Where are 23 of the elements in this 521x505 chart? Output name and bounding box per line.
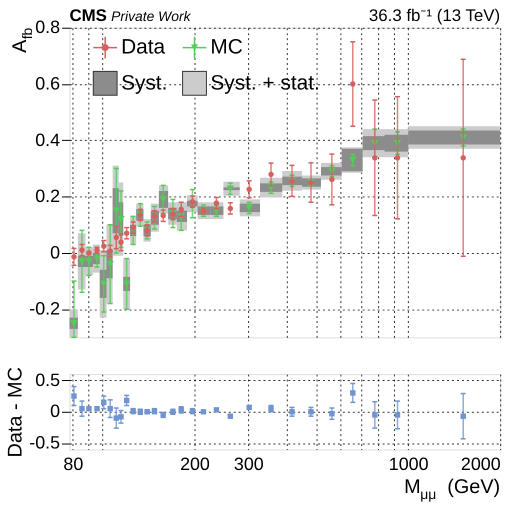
- legend-label: MC: [210, 36, 243, 59]
- y-tick-label: 0.5: [35, 370, 60, 390]
- x-tick-label: 300: [234, 454, 264, 474]
- y-tick-label: 0.8: [35, 17, 60, 38]
- chart-subtitle: Private Work: [111, 8, 192, 24]
- y-axis-title: Data - MC: [4, 367, 26, 458]
- y-tick-label: -0.5: [29, 432, 60, 453]
- x-tick-label: 1000: [388, 454, 429, 474]
- y-axis-title: Afb: [8, 27, 35, 53]
- y-tick-label: 0: [50, 401, 60, 422]
- y-tick-label: 0: [50, 242, 60, 262]
- legend-label: Data: [121, 36, 166, 59]
- legend-label: Syst. + stat.: [210, 71, 320, 94]
- text: 36.3 fb⁻¹ (13 TeV): [368, 6, 500, 25]
- chart-title: CMS: [69, 6, 107, 25]
- y-tick-label: 0.4: [35, 130, 60, 150]
- y-tick-label: -0.2: [29, 298, 60, 319]
- x-tick-label: 80: [63, 454, 84, 474]
- legend-label: Syst.: [121, 71, 168, 94]
- x-tick-label: 200: [180, 454, 210, 474]
- x-tick-label: 2000: [460, 454, 501, 474]
- y-tick-label: 0.2: [35, 186, 60, 206]
- y-tick-label: 0.6: [35, 73, 60, 94]
